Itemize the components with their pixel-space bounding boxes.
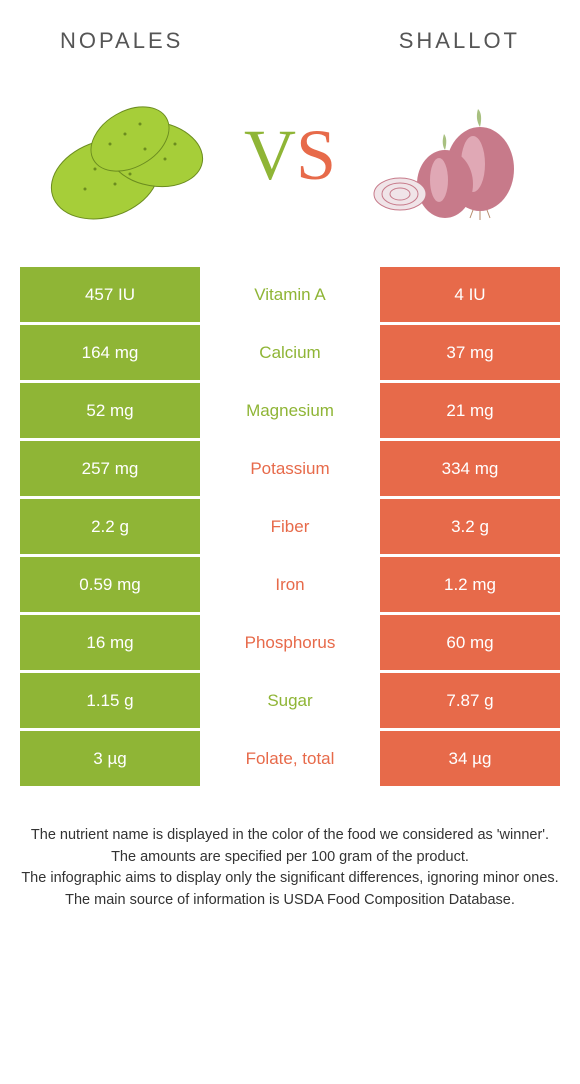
nopales-image [35, 84, 235, 234]
table-row: 52 mgMagnesium21 mg [20, 380, 560, 438]
vs-s: S [296, 115, 336, 195]
cell-right-value: 3.2 g [380, 499, 560, 554]
cell-left-value: 3 µg [20, 731, 200, 786]
cell-left-value: 0.59 mg [20, 557, 200, 612]
table-row: 257 mgPotassium334 mg [20, 438, 560, 496]
shallot-image [345, 84, 545, 234]
cell-left-value: 457 IU [20, 267, 200, 322]
table-row: 2.2 gFiber3.2 g [20, 496, 560, 554]
cell-left-value: 164 mg [20, 325, 200, 380]
cell-nutrient-name: Potassium [200, 441, 380, 496]
cell-right-value: 7.87 g [380, 673, 560, 728]
cell-left-value: 52 mg [20, 383, 200, 438]
cell-nutrient-name: Folate, total [200, 731, 380, 786]
cell-left-value: 1.15 g [20, 673, 200, 728]
food-title-right: Shallot [399, 28, 520, 54]
header: Nopales Shallot [0, 0, 580, 64]
table-row: 16 mgPhosphorus60 mg [20, 612, 560, 670]
table-row: 1.15 gSugar7.87 g [20, 670, 560, 728]
footnote-line: The nutrient name is displayed in the co… [20, 826, 560, 846]
footnote-line: The amounts are specified per 100 gram o… [20, 848, 560, 868]
cell-right-value: 1.2 mg [380, 557, 560, 612]
cell-right-value: 60 mg [380, 615, 560, 670]
table-row: 3 µgFolate, total34 µg [20, 728, 560, 786]
table-row: 164 mgCalcium37 mg [20, 322, 560, 380]
cell-right-value: 21 mg [380, 383, 560, 438]
hero-row: VS [0, 64, 580, 264]
footnote-line: The infographic aims to display only the… [20, 869, 560, 889]
vs-label: VS [244, 114, 336, 197]
cell-nutrient-name: Phosphorus [200, 615, 380, 670]
cell-left-value: 257 mg [20, 441, 200, 496]
cell-left-value: 2.2 g [20, 499, 200, 554]
cell-nutrient-name: Sugar [200, 673, 380, 728]
cell-nutrient-name: Vitamin A [200, 267, 380, 322]
cell-nutrient-name: Iron [200, 557, 380, 612]
cell-right-value: 37 mg [380, 325, 560, 380]
cell-nutrient-name: Calcium [200, 325, 380, 380]
cell-right-value: 4 IU [380, 267, 560, 322]
table-row: 0.59 mgIron1.2 mg [20, 554, 560, 612]
cell-left-value: 16 mg [20, 615, 200, 670]
vs-v: V [244, 115, 296, 195]
table-row: 457 IUVitamin A4 IU [20, 264, 560, 322]
cell-right-value: 334 mg [380, 441, 560, 496]
cell-nutrient-name: Magnesium [200, 383, 380, 438]
food-title-left: Nopales [60, 28, 183, 54]
footnotes: The nutrient name is displayed in the co… [0, 786, 580, 910]
cell-right-value: 34 µg [380, 731, 560, 786]
nutrient-table: 457 IUVitamin A4 IU164 mgCalcium37 mg52 … [20, 264, 560, 786]
cell-nutrient-name: Fiber [200, 499, 380, 554]
footnote-line: The main source of information is USDA F… [20, 891, 560, 911]
